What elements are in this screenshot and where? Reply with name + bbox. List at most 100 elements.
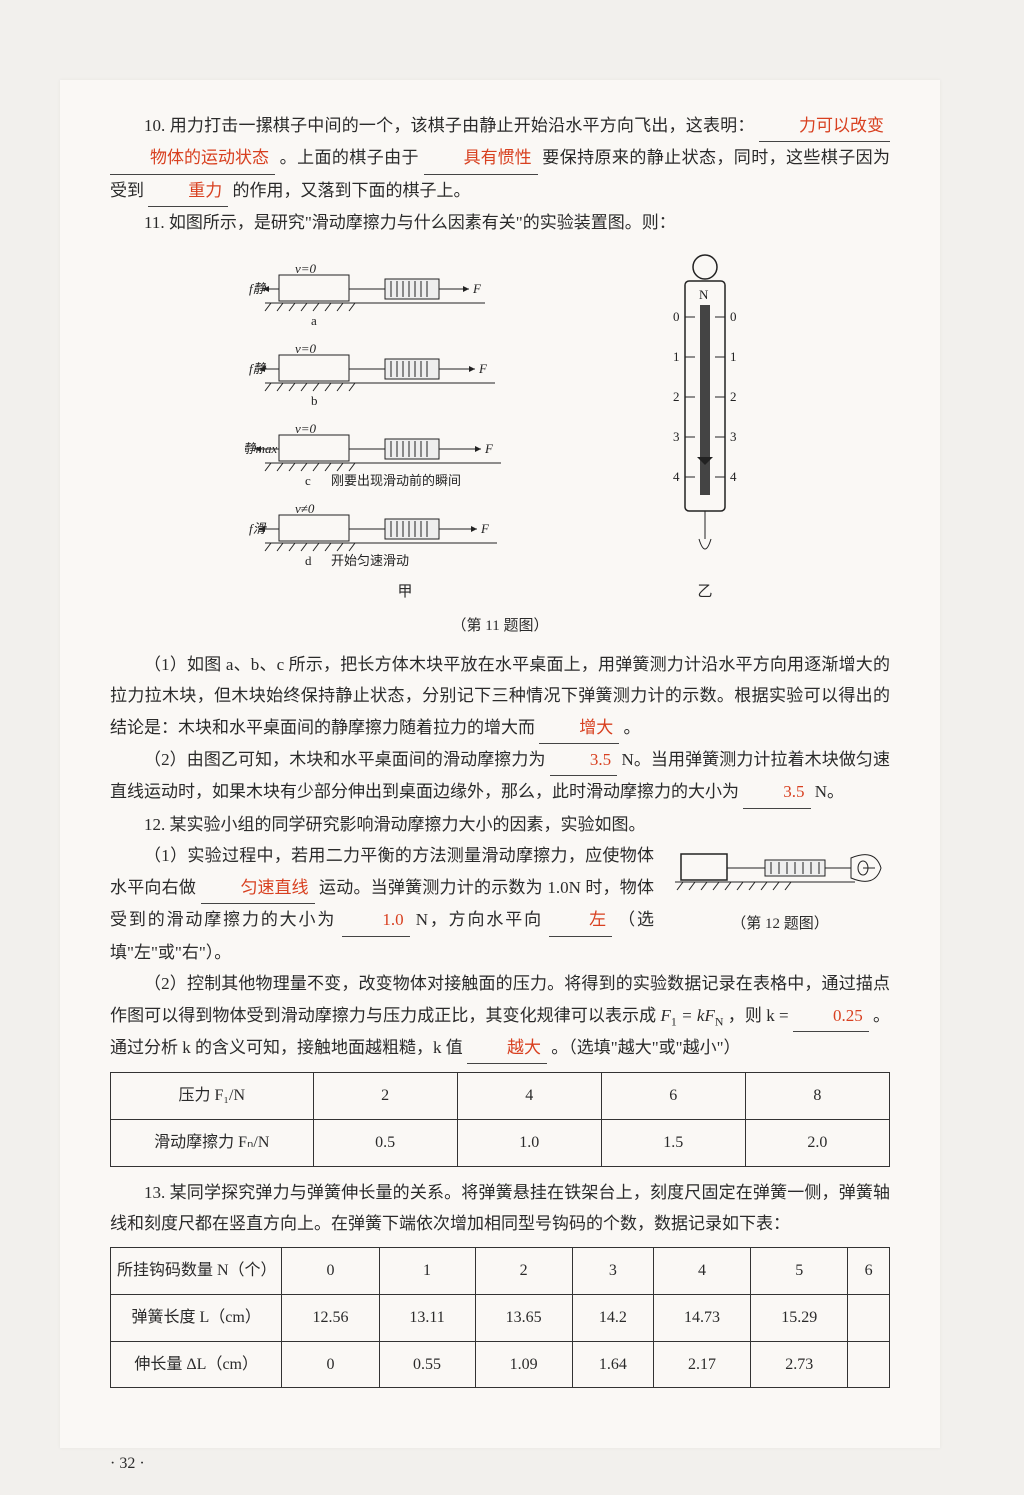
q11-p1-a: （1）如图 a、b、c 所示，把长方体木块平放在水平桌面上，用弹簧测力计沿水平方… [110, 655, 890, 737]
q10-answer-4: 重力 [148, 175, 228, 207]
q11-p1: （1）如图 a、b、c 所示，把长方体木块平放在水平桌面上，用弹簧测力计沿水平方… [110, 649, 890, 744]
q12-caption: （第 12 题图） [670, 911, 890, 939]
jia-label: 甲 [245, 579, 565, 607]
svg-text:4: 4 [730, 469, 737, 484]
q11-p2-ans1: 3.5 [550, 744, 617, 776]
table-row: 弹簧长度 L（cm） 12.56 13.11 13.65 14.2 14.73 … [111, 1295, 890, 1342]
q13-L6 [848, 1295, 890, 1342]
table-row: 滑动摩擦力 Fₙ/N 0.5 1.0 1.5 2.0 [111, 1119, 890, 1166]
q13-d4: 2.17 [653, 1341, 750, 1388]
q12-eq-sub2: N [715, 1014, 724, 1028]
table-row: 所挂钩码数量 N（个） 0 1 2 3 4 5 6 [111, 1248, 890, 1295]
q12-p2-b: ，则 k = [728, 1006, 793, 1025]
svg-text:1: 1 [673, 349, 680, 364]
c-label: c [305, 473, 311, 488]
q12-c2: 6 [601, 1073, 745, 1120]
table-row: 压力 F₁/N 2 4 6 8 [111, 1073, 890, 1120]
svg-text:0: 0 [730, 309, 737, 324]
F-label-c: F [484, 441, 494, 456]
q12-v0: 0.5 [313, 1119, 457, 1166]
q11-p2: （2）由图乙可知，木块和水平桌面间的滑动摩擦力为 3.5 N。当用弹簧测力计拉着… [110, 744, 890, 809]
q12-p2-ans2: 越大 [467, 1032, 547, 1064]
q12-v3: 2.0 [745, 1119, 889, 1166]
c-text: 刚要出现滑动前的瞬间 [331, 473, 461, 488]
q12-eq-mid: = kF [677, 1006, 715, 1025]
b-label: b [311, 393, 318, 408]
q12-p1-ans3: 左 [549, 904, 612, 936]
q11-svg-jia: v=0 f静 F a v=0 f静 [245, 249, 565, 569]
v0-label-b: v=0 [295, 341, 317, 356]
svg-text:0: 0 [673, 309, 680, 324]
yi-label: 乙 [655, 579, 755, 607]
q12-p1-ans1: 匀速直线 [201, 872, 315, 904]
q11-p2-ans2: 3.5 [743, 776, 810, 808]
q13-L1: 13.11 [379, 1295, 475, 1342]
svg-text:3: 3 [673, 429, 680, 444]
q13-L2: 13.65 [475, 1295, 572, 1342]
q10-text-3b: 的作用，又落到下面的棋子上。 [233, 181, 471, 200]
svg-text:2: 2 [673, 389, 680, 404]
q13-n4: 4 [653, 1248, 750, 1295]
q10-para: 10. 用力打击一摞棋子中间的一个，该棋子由静止开始沿水平方向飞出，这表明： 力… [110, 110, 890, 207]
F-label-d: F [480, 521, 490, 536]
v0-label-a: v=0 [295, 261, 317, 276]
q12-svg [675, 844, 885, 900]
q13-n0: 0 [282, 1248, 379, 1295]
q12-c3: 8 [745, 1073, 889, 1120]
q11-p1-ans: 增大 [539, 712, 619, 744]
d-text: 开始匀速滑动 [331, 553, 409, 568]
q13-d1: 0.55 [379, 1341, 475, 1388]
q11-figure-jia: v=0 f静 F a v=0 f静 [245, 249, 565, 607]
a-label: a [311, 313, 317, 328]
q12-c1: 4 [457, 1073, 601, 1120]
q12-c0: 2 [313, 1073, 457, 1120]
v0-label-c: v=0 [295, 421, 317, 436]
q11-p1-b: 。 [624, 718, 641, 737]
q13-d6 [848, 1341, 890, 1388]
svg-text:N: N [699, 287, 709, 302]
svg-text:1: 1 [730, 349, 737, 364]
q13-d2: 1.09 [475, 1341, 572, 1388]
q12-v2: 1.5 [601, 1119, 745, 1166]
q13-n6: 6 [848, 1248, 890, 1295]
F-label-a: F [472, 281, 482, 296]
q13-d5: 2.73 [751, 1341, 848, 1388]
q13-table: 所挂钩码数量 N（个） 0 1 2 3 4 5 6 弹簧长度 L（cm） 12.… [110, 1247, 890, 1388]
d-label: d [305, 553, 312, 568]
q11-p2-a: （2）由图乙可知，木块和水平桌面间的滑动摩擦力为 [144, 750, 546, 769]
F-label-b: F [478, 361, 488, 376]
vne0-label: v≠0 [295, 501, 315, 516]
q12-th2: 滑动摩擦力 Fₙ/N [111, 1119, 314, 1166]
q11-caption: （第 11 题图） [110, 613, 890, 641]
q13-L4: 14.73 [653, 1295, 750, 1342]
q12-table: 压力 F₁/N 2 4 6 8 滑动摩擦力 Fₙ/N 0.5 1.0 1.5 2… [110, 1072, 890, 1166]
page-container: 10. 用力打击一摞棋子中间的一个，该棋子由静止开始沿水平方向飞出，这表明： 力… [60, 80, 940, 1448]
q11-figure-yi: N 00 11 22 33 44 乙 [655, 249, 755, 607]
q12-th1: 压力 F₁/N [111, 1073, 314, 1120]
q13-n5: 5 [751, 1248, 848, 1295]
q12-figure: （第 12 题图） [670, 844, 890, 938]
q10-answer-2: 物体的运动状态 [110, 142, 275, 174]
q13-n3: 3 [572, 1248, 653, 1295]
q10-text-1: 10. 用力打击一摞棋子中间的一个，该棋子由静止开始沿水平方向飞出，这表明： [144, 116, 755, 135]
q12-p2: （2）控制其他物理量不变，改变物体对接触面的压力。将得到的实验数据记录在表格中，… [110, 968, 890, 1064]
q13-d0: 0 [282, 1341, 379, 1388]
q12-p1-ans2: 1.0 [342, 904, 409, 936]
q13-intro: 13. 某同学探究弹力与弹簧伸长量的关系。将弹簧悬挂在铁架台上，刻度尺固定在弹簧… [110, 1177, 890, 1240]
table-row: 伸长量 ΔL（cm） 0 0.55 1.09 1.64 2.17 2.73 [111, 1341, 890, 1388]
q13-L0: 12.56 [282, 1295, 379, 1342]
q10-answer-3: 具有惯性 [424, 142, 538, 174]
svg-text:3: 3 [730, 429, 737, 444]
q11-svg-yi: N 00 11 22 33 44 [655, 249, 755, 569]
q12-intro: 12. 某实验小组的同学研究影响滑动摩擦力大小的因素，实验如图。 [110, 809, 890, 840]
q12-v1: 1.0 [457, 1119, 601, 1166]
q12-p2-d: 。（选填"越大"或"越小"） [551, 1038, 740, 1057]
q13-th3: 伸长量 ΔL（cm） [111, 1341, 282, 1388]
q11-intro: 11. 如图所示，是研究"滑动摩擦力与什么因素有关"的实验装置图。则： [110, 207, 890, 238]
q13-L5: 15.29 [751, 1295, 848, 1342]
q10-text-2b: 。上面的棋子由于 [280, 148, 419, 167]
q13-L3: 14.2 [572, 1295, 653, 1342]
q12-eq-F: F [660, 1006, 670, 1025]
q13-d3: 1.64 [572, 1341, 653, 1388]
q11-figure-row: v=0 f静 F a v=0 f静 [110, 249, 890, 607]
